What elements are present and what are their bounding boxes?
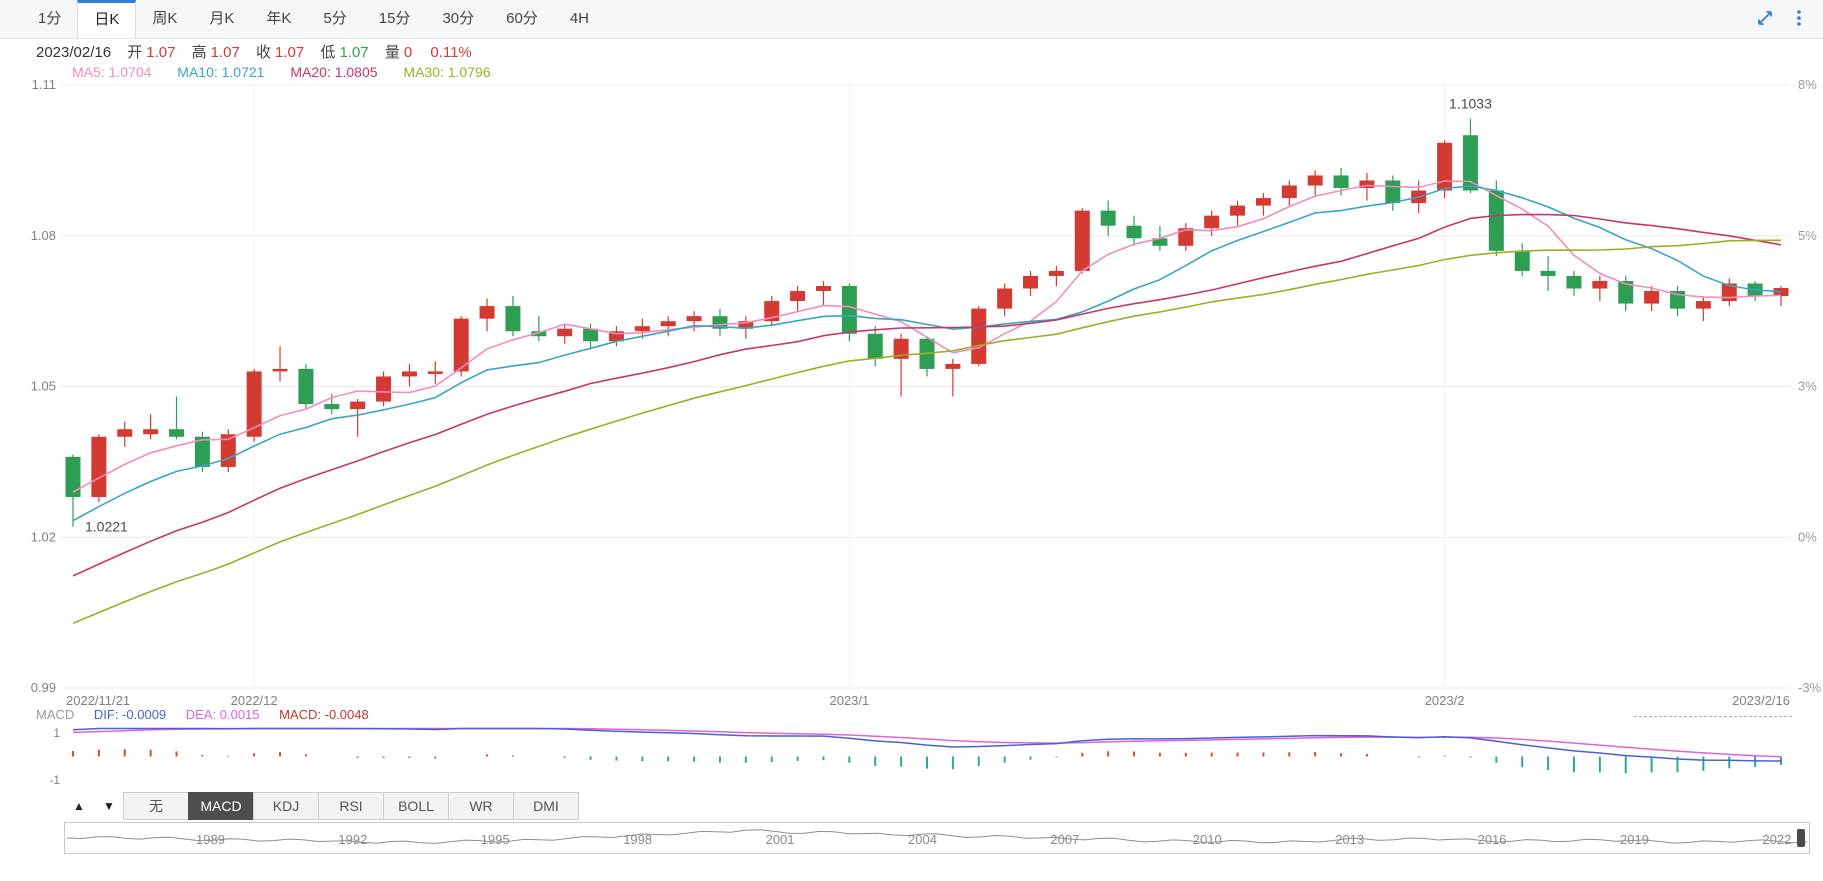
tab-monthly-k[interactable]: 月K <box>209 10 235 27</box>
tab-5min[interactable]: 5分 <box>323 10 347 27</box>
tab-weekly-k[interactable]: 周K <box>152 10 178 27</box>
tab-1min[interactable]: 1分 <box>38 10 62 27</box>
timeframe-tabs: 1分 日K 周K 月K 年K 5分 15分 30分 60分 4H <box>0 0 1823 38</box>
volume-label: 量 <box>384 44 400 61</box>
timeframe-toolbar: 1分 日K 周K 月K 年K 5分 15分 30分 60分 4H <box>0 0 1823 39</box>
indicator-down-button[interactable]: ▼ <box>103 799 115 813</box>
tab-daily-k[interactable]: 日K <box>77 0 137 38</box>
more-menu-icon[interactable] <box>1789 8 1809 28</box>
svg-text:2022/11/21: 2022/11/21 <box>66 693 130 708</box>
nav-year-label: 2004 <box>908 832 937 847</box>
open-value: 1.07 <box>146 44 176 61</box>
nav-year-label: 2001 <box>765 832 795 847</box>
macd-hist-value: MACD: -0.0048 <box>279 707 369 722</box>
fullscreen-icon[interactable] <box>1755 8 1775 28</box>
indicator-up-button[interactable]: ▲ <box>73 799 85 813</box>
close-value: 1.07 <box>275 44 305 61</box>
svg-text:-1: -1 <box>49 773 60 787</box>
nav-year-label: 1992 <box>338 832 368 847</box>
indicator-tab-boll[interactable]: BOLL <box>383 792 449 820</box>
svg-text:2023/2: 2023/2 <box>1425 693 1465 708</box>
indicator-tab-kdj[interactable]: KDJ <box>253 792 319 820</box>
indicator-tab-macd[interactable]: MACD <box>188 792 254 820</box>
ma30-legend: MA30: 1.0796 <box>403 64 491 80</box>
open-label: 开 <box>127 44 143 61</box>
indicator-bar: ▲ ▼ 无 MACD KDJ RSI BOLL WR DMI <box>64 792 579 820</box>
nav-year-label: 1998 <box>623 832 653 847</box>
macd-title: MACD <box>36 707 75 722</box>
indicator-tab-dmi[interactable]: DMI <box>513 792 579 820</box>
close-label: 收 <box>256 44 272 61</box>
tab-60min[interactable]: 60分 <box>506 10 538 27</box>
tab-4h[interactable]: 4H <box>569 10 589 27</box>
svg-text:0.99: 0.99 <box>31 680 56 695</box>
high-value: 1.07 <box>210 44 240 61</box>
nav-year-label: 2016 <box>1477 832 1507 847</box>
indicator-tab-wr[interactable]: WR <box>448 792 514 820</box>
nav-year-label: 2010 <box>1192 832 1222 847</box>
svg-text:2022/12: 2022/12 <box>231 693 278 708</box>
ma5-legend: MA5: 1.0704 <box>72 64 152 80</box>
svg-text:2023/1: 2023/1 <box>829 693 869 708</box>
macd-header: MACD DIF: -0.0009 DEA: 0.0015 MACD: -0.0… <box>36 707 385 723</box>
macd-dif-value: DIF: -0.0009 <box>93 707 167 722</box>
nav-year-label: 2019 <box>1620 832 1649 847</box>
history-sparkline <box>66 829 1808 844</box>
ma-legend: MA5: 1.0704 MA10: 1.0721 MA20: 1.0805 MA… <box>72 64 513 81</box>
svg-text:1.08: 1.08 <box>31 228 56 243</box>
nav-year-label: 1995 <box>480 832 510 847</box>
high-label: 高 <box>191 44 207 61</box>
nav-year-label: 1989 <box>196 832 225 847</box>
svg-text:1.0221: 1.0221 <box>85 519 128 535</box>
nav-year-label: 2007 <box>1050 832 1080 847</box>
svg-text:3%: 3% <box>1798 379 1817 394</box>
nav-year-label: 2022 <box>1762 832 1792 847</box>
low-label: 低 <box>320 44 336 61</box>
svg-text:5%: 5% <box>1798 228 1817 243</box>
ma10-legend: MA10: 1.0721 <box>177 64 265 80</box>
svg-text:1: 1 <box>53 726 60 740</box>
indicator-tab-none[interactable]: 无 <box>123 792 189 820</box>
history-navigator[interactable]: 1989 1992 1995 1998 2001 2004 2007 2010 … <box>64 822 1810 854</box>
low-value: 1.07 <box>339 44 369 61</box>
navigator-range-dash <box>1634 716 1792 717</box>
svg-text:8%: 8% <box>1798 77 1817 92</box>
navigator-handle[interactable] <box>1797 829 1805 847</box>
quote-date: 2023/02/16 <box>36 44 112 61</box>
change-percent: 0.11% <box>430 44 472 61</box>
toolbar-icons <box>1755 8 1809 28</box>
nav-year-label: 2013 <box>1335 832 1365 847</box>
macd-dea-value: DEA: 0.0015 <box>185 707 260 722</box>
ma20-legend: MA20: 1.0805 <box>290 64 378 80</box>
volume-value: 0 <box>403 44 413 61</box>
tab-30min[interactable]: 30分 <box>442 10 475 27</box>
svg-text:1.11: 1.11 <box>32 77 56 92</box>
svg-text:-3%: -3% <box>1798 680 1822 695</box>
svg-text:2023/2/16: 2023/2/16 <box>1732 693 1790 708</box>
svg-text:0%: 0% <box>1798 529 1817 544</box>
tab-yearly-k[interactable]: 年K <box>266 10 292 27</box>
svg-text:1.05: 1.05 <box>31 379 56 394</box>
svg-text:1.02: 1.02 <box>31 529 56 544</box>
svg-text:1.1033: 1.1033 <box>1449 96 1492 112</box>
tab-15min[interactable]: 15分 <box>378 10 411 27</box>
indicator-tab-rsi[interactable]: RSI <box>318 792 384 820</box>
